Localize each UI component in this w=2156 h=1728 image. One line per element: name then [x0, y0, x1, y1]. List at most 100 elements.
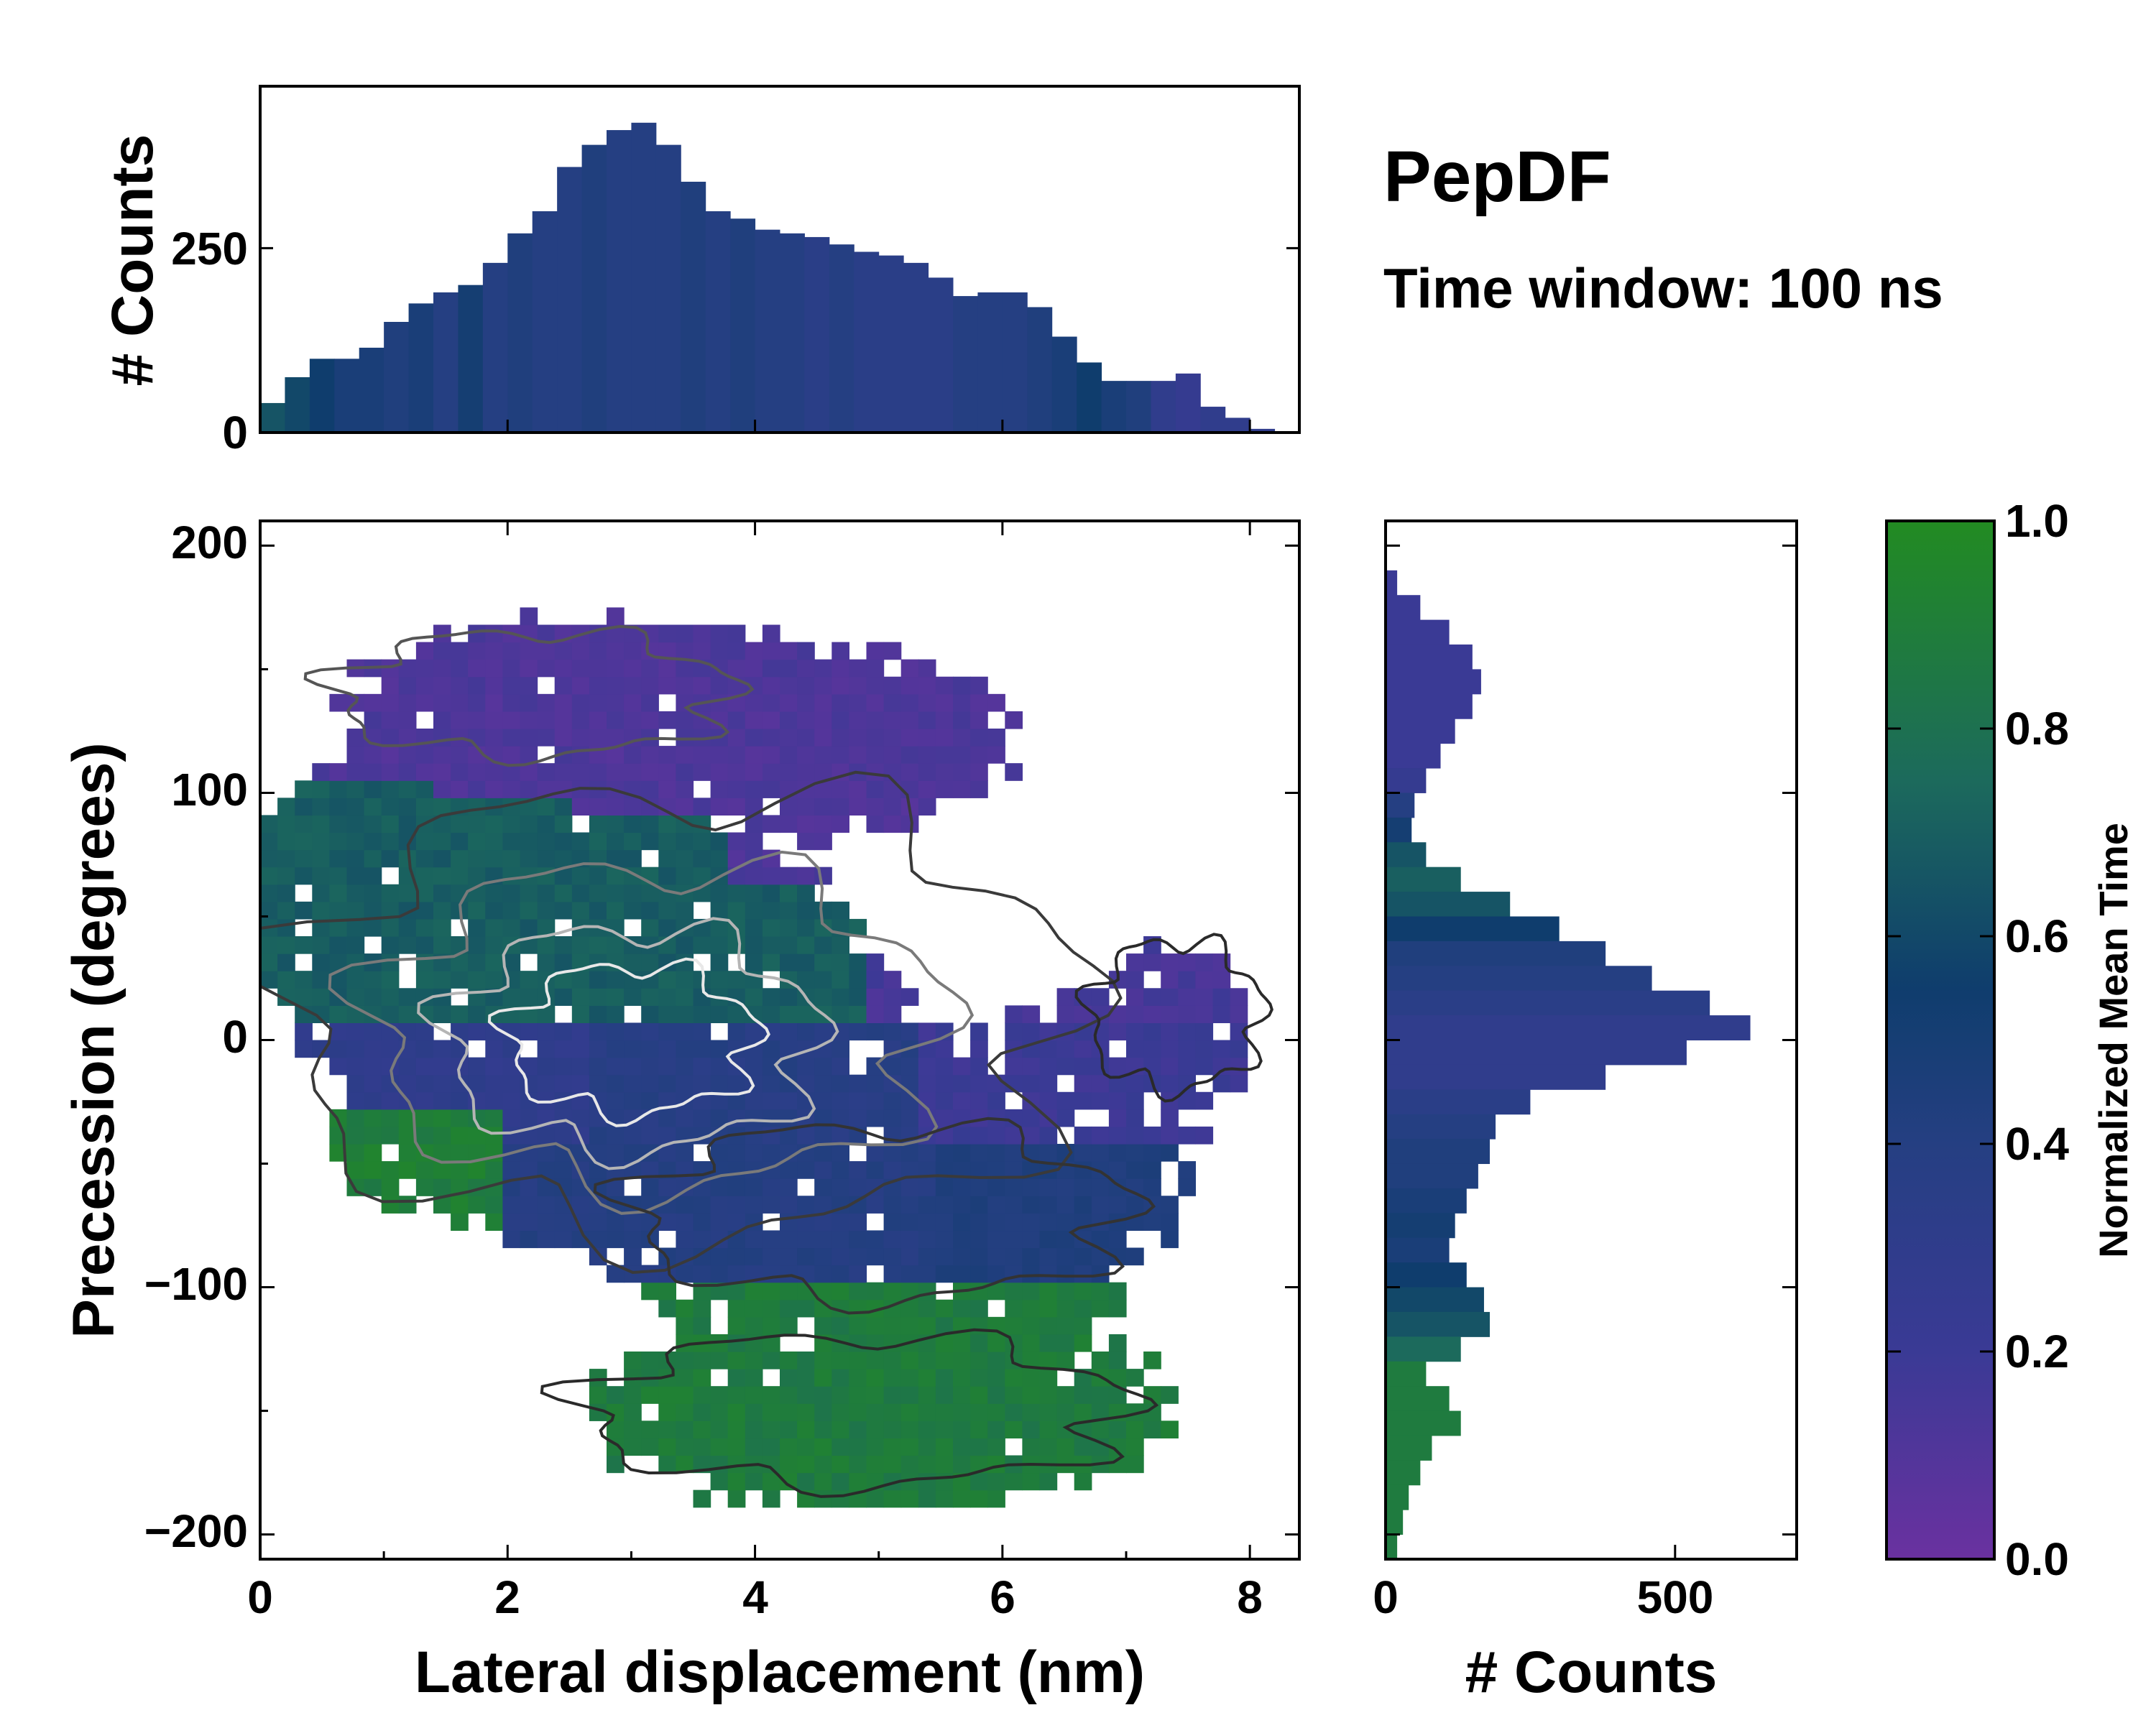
heatmap-cell [866, 780, 885, 798]
heatmap-cell [537, 624, 556, 643]
heatmap-cell [900, 763, 919, 781]
heatmap-cell [502, 1126, 521, 1145]
heatmap-cell [1022, 1265, 1041, 1283]
heatmap-cell [502, 1109, 521, 1127]
heatmap-cell [641, 1074, 659, 1093]
heatmap-cell [451, 1144, 469, 1162]
heatmap-cell [883, 693, 902, 712]
heatmap-cell [1005, 1213, 1023, 1232]
right-bar [1386, 1064, 1606, 1090]
heatmap-cell [1143, 953, 1161, 971]
heatmap-cell [364, 918, 382, 937]
heatmap-cell [866, 1074, 885, 1093]
heatmap-cell [433, 780, 451, 798]
heatmap-cell [780, 1022, 798, 1041]
heatmap-cell [1074, 1144, 1092, 1162]
right-bar [1386, 693, 1473, 719]
heatmap-cell [415, 1091, 434, 1110]
top-bar [953, 296, 978, 433]
heatmap-cell [1039, 1126, 1058, 1145]
heatmap-cell [398, 1074, 417, 1093]
heatmap-cell [658, 1299, 676, 1318]
heatmap-cell [520, 693, 538, 712]
heatmap-cell [537, 1213, 556, 1232]
heatmap-cell [537, 1074, 556, 1093]
colorbar: 0.0 0.2 0.4 0.6 0.8 1.0 Normalized Mean … [1885, 495, 2136, 1585]
heatmap-cell [918, 1247, 936, 1266]
heatmap-cell [883, 1369, 902, 1387]
heatmap-cell [641, 746, 659, 764]
heatmap-cell [641, 1352, 659, 1369]
heatmap-cell [571, 884, 590, 902]
heatmap-cell [1005, 1282, 1023, 1300]
heatmap-cell [364, 1057, 382, 1076]
heatmap-cell [710, 746, 729, 764]
heatmap-cell [520, 711, 538, 729]
heatmap-cell [589, 1005, 607, 1024]
heatmap-cell [520, 988, 538, 1006]
heatmap-cell [866, 763, 885, 781]
heatmap-cell [468, 729, 486, 747]
right-bar [1386, 1460, 1421, 1486]
heatmap-cell [762, 1455, 780, 1474]
heatmap-cell [900, 780, 919, 798]
heatmap-cell [849, 1455, 867, 1474]
heatmap-cell [589, 1126, 607, 1145]
heatmap-cell [624, 988, 642, 1006]
heatmap-cell [866, 988, 885, 1006]
heatmap-cell [537, 729, 556, 747]
heatmap-cell [381, 1040, 400, 1058]
heatmap-cell [537, 642, 556, 660]
heatmap-cell [658, 1005, 676, 1024]
heatmap-cell [415, 832, 434, 851]
heatmap-cell [727, 642, 746, 660]
right-ticks [1384, 544, 1797, 1559]
heatmap-cell [693, 1230, 711, 1249]
heatmap-cell [1108, 1022, 1127, 1041]
heatmap-cell [451, 1196, 469, 1214]
heatmap-cell [520, 1213, 538, 1232]
heatmap-cell [1178, 1005, 1196, 1024]
heatmap-cell [641, 1265, 659, 1283]
heatmap-cell [571, 901, 590, 920]
heatmap-cell [797, 1386, 815, 1404]
heatmap-cell [745, 1247, 763, 1266]
heatmap-cell [485, 659, 503, 678]
heatmap-cell [1022, 1420, 1041, 1439]
heatmap-cell [1230, 988, 1248, 1006]
heatmap-cell [935, 1178, 954, 1196]
heatmap-cell [1022, 1299, 1041, 1318]
heatmap-cell [346, 867, 365, 885]
heatmap-cell [710, 1352, 729, 1369]
top-ytick-label-250: 250 [171, 223, 248, 274]
heatmap-cell [641, 1005, 659, 1024]
top-bar [1101, 381, 1127, 433]
heatmap-cell [451, 1213, 469, 1232]
heatmap-cell [987, 1438, 1005, 1456]
heatmap-cell [1143, 1178, 1161, 1196]
heatmap-cell [624, 1091, 642, 1110]
heatmap-cell [849, 953, 867, 971]
heatmap-cell [676, 746, 694, 764]
heatmap-cell [1022, 1109, 1041, 1127]
heatmap-cell [900, 1438, 919, 1456]
heatmap-cell [1126, 1022, 1144, 1041]
heatmap-cell [364, 1074, 382, 1093]
heatmap-cell [1074, 1316, 1092, 1335]
heatmap-cell [762, 1316, 780, 1335]
heatmap-cell [710, 1005, 729, 1024]
heatmap-cell [364, 798, 382, 816]
heatmap-cell [883, 1282, 902, 1300]
right-bar [1386, 966, 1652, 992]
heatmap-cell [415, 1040, 434, 1058]
heatmap-cell [797, 1299, 815, 1318]
heatmap-cell [814, 763, 832, 781]
heatmap-cell [918, 1230, 936, 1249]
heatmap-cell [485, 1213, 503, 1232]
heatmap-cell [710, 1386, 729, 1404]
heatmap-cell [987, 746, 1005, 764]
heatmap-cell [433, 711, 451, 729]
heatmap-cell [935, 1299, 954, 1318]
heatmap-cell [970, 1178, 988, 1196]
heatmap-cell [607, 815, 625, 833]
